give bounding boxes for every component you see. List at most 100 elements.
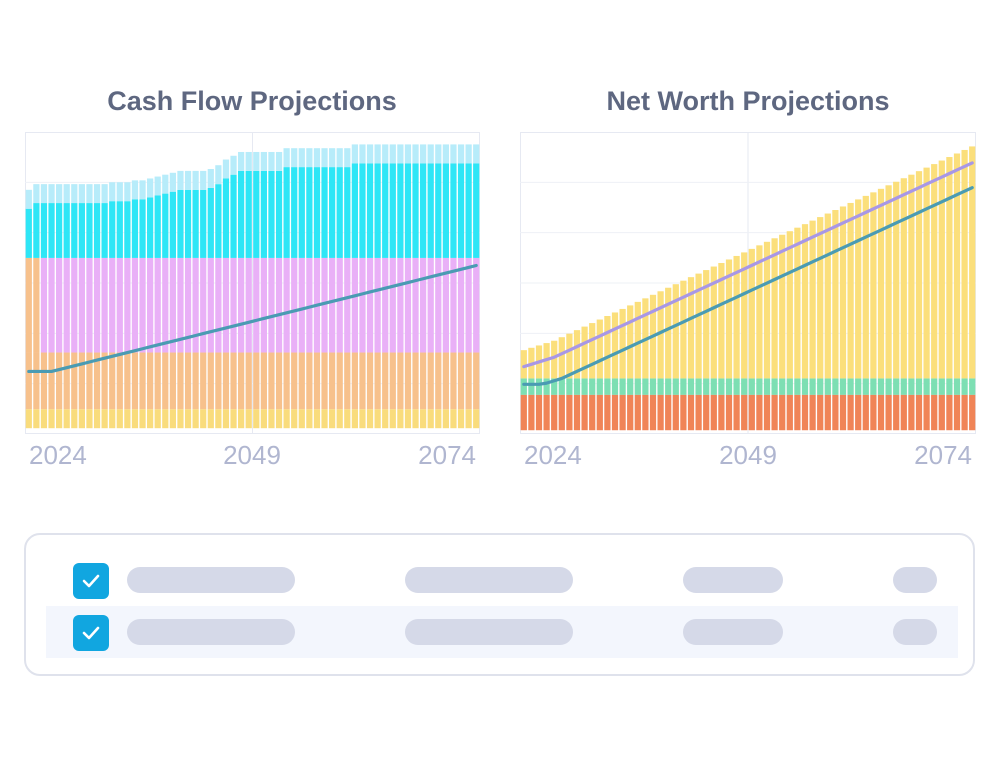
bar-segment <box>733 378 740 395</box>
bar-segment <box>589 394 596 431</box>
bar-segment <box>619 394 626 431</box>
bar-segment <box>389 352 396 410</box>
net-worth-plot <box>520 132 976 434</box>
bar-segment <box>298 167 305 258</box>
bar-segment <box>435 257 442 353</box>
bar-segment <box>817 378 824 395</box>
bar-segment <box>619 308 626 379</box>
bar-segment <box>245 170 252 258</box>
bar-segment <box>40 352 48 410</box>
bar-segment <box>923 167 930 379</box>
bar-segment <box>931 164 938 379</box>
bar-segment <box>101 352 108 410</box>
bar-segment <box>558 394 565 431</box>
bar-segment <box>672 394 679 431</box>
bar-segment <box>238 409 245 429</box>
bar-segment <box>566 394 573 431</box>
bar-segment <box>404 163 412 258</box>
bar-segment <box>581 326 588 379</box>
bar-segment <box>177 170 184 190</box>
bar-segment <box>931 378 938 395</box>
bar-segment <box>374 257 381 353</box>
bar-segment <box>124 201 131 258</box>
bar-segment <box>558 337 565 379</box>
row-checkbox[interactable] <box>73 563 109 599</box>
bar-segment <box>756 394 763 431</box>
bar-segment <box>268 170 275 258</box>
bar-segment <box>71 257 78 353</box>
table-row[interactable] <box>46 606 958 658</box>
x-axis-ticks: 2024 2049 2074 <box>25 440 481 476</box>
bar-segment <box>283 167 290 258</box>
bar-segment <box>93 203 101 258</box>
bar-segment <box>535 394 543 431</box>
bar-segment <box>665 287 672 379</box>
bar-segment <box>253 409 260 429</box>
bar-segment <box>33 352 40 410</box>
bar-segment <box>710 266 717 379</box>
bar-segment <box>634 378 641 395</box>
bar-segment <box>154 195 161 258</box>
bar-segment <box>457 409 465 429</box>
table-row[interactable] <box>46 554 958 606</box>
bar-segment <box>551 378 558 395</box>
bar-segment <box>885 394 892 431</box>
bar-segment <box>40 203 48 258</box>
bar-segment <box>169 352 176 410</box>
bar-segment <box>48 352 55 410</box>
bar-segment <box>589 378 596 395</box>
bar-segment <box>450 257 457 353</box>
bar-segment <box>824 378 831 395</box>
bar-segment <box>611 312 619 379</box>
bar-segment <box>397 352 404 410</box>
bar-segment <box>71 352 78 410</box>
bar-segment <box>260 170 267 258</box>
bar-segment <box>33 184 40 204</box>
bar-segment <box>870 378 877 395</box>
bar-segment <box>109 201 116 258</box>
bar-segment <box>306 148 313 168</box>
bar-segment <box>908 394 915 431</box>
bar-segment <box>427 163 434 258</box>
bar-segment <box>63 203 70 258</box>
bar-segment <box>893 378 900 395</box>
bar-segment <box>900 394 907 431</box>
bar-segment <box>695 394 702 431</box>
bar-segment <box>184 170 192 190</box>
bar-segment <box>420 144 427 164</box>
row-checkbox[interactable] <box>73 615 109 651</box>
bar-segment <box>397 163 404 258</box>
bar-segment <box>253 352 260 410</box>
bar-segment <box>969 394 976 431</box>
bar-segment <box>124 409 131 429</box>
bar-segment <box>116 352 123 410</box>
bar-segment <box>839 378 847 395</box>
bar-segment <box>215 184 222 258</box>
bar-segment <box>222 159 230 179</box>
bar-segment <box>245 352 252 410</box>
bar-segment <box>260 257 267 353</box>
bar-segment <box>627 378 634 395</box>
bar-segment <box>169 257 176 353</box>
bar-segment <box>33 257 40 353</box>
placeholder-bar <box>683 567 783 593</box>
bar-segment <box>147 257 154 353</box>
bar-segment <box>351 352 358 410</box>
bar-segment <box>801 224 809 379</box>
bar-segment <box>86 257 93 353</box>
bar-segment <box>457 163 465 258</box>
bar-segment <box>389 409 396 429</box>
bar-segment <box>412 352 419 410</box>
bar-segment <box>771 378 778 395</box>
bar-segment <box>268 151 275 171</box>
bar-segment <box>756 245 763 379</box>
bar-segment <box>344 409 351 429</box>
bar-segment <box>427 409 434 429</box>
bar-segment <box>283 409 290 429</box>
bar-segment <box>275 257 283 353</box>
bar-segment <box>147 178 154 198</box>
bar-segment <box>923 394 930 431</box>
bar-segment <box>192 189 199 258</box>
bar-segment <box>139 180 146 200</box>
chart-title: Cash Flow Projections <box>107 86 397 116</box>
